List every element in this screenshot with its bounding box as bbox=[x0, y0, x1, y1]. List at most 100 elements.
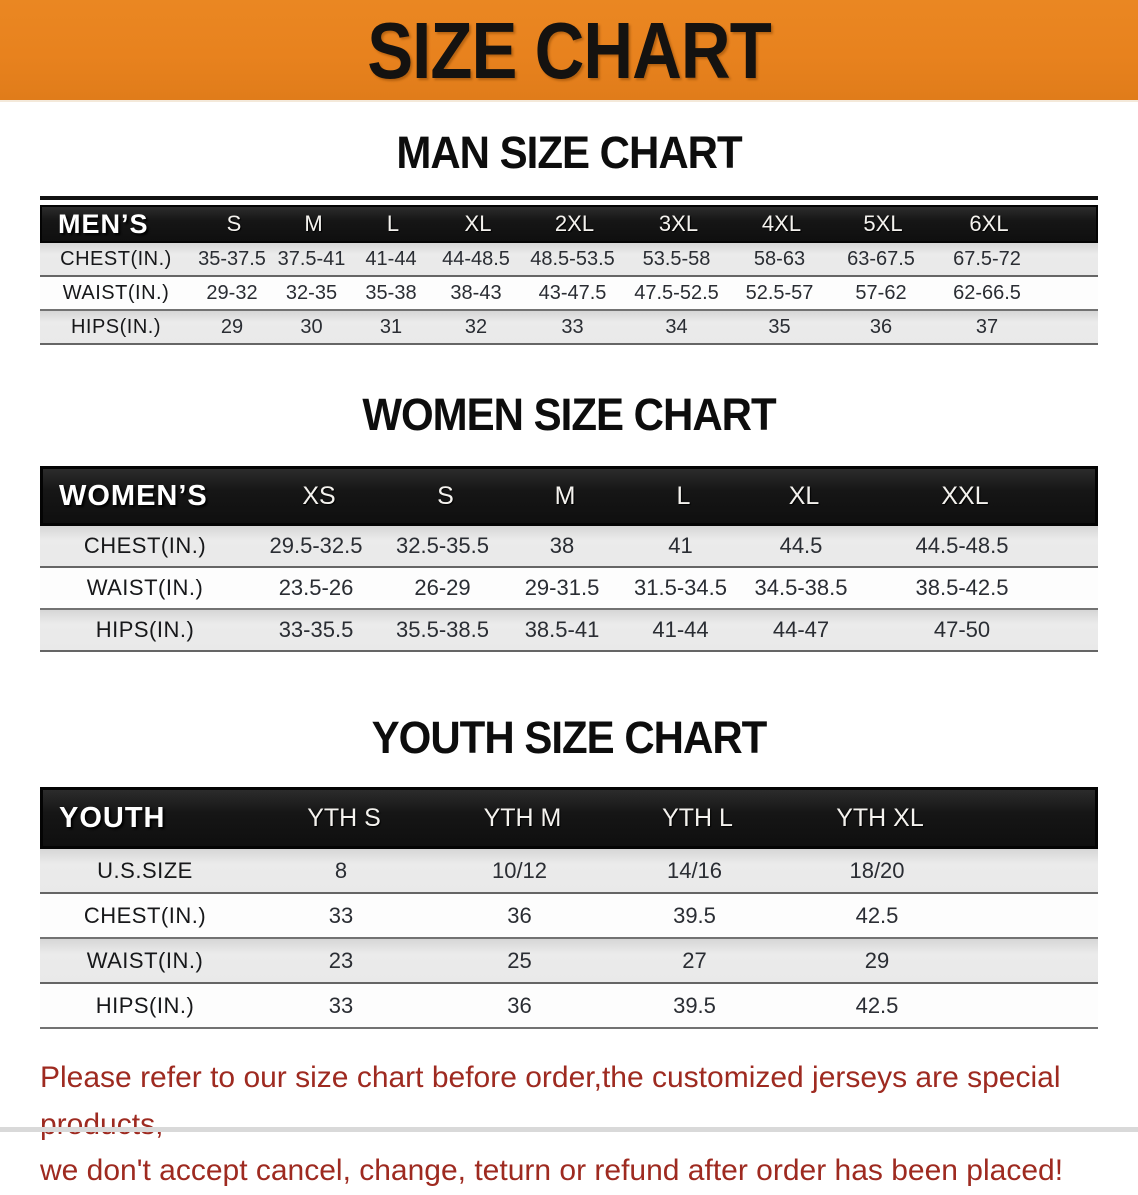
table-cell: 39.5 bbox=[673, 992, 716, 1018]
table-cell: 47.5-52.5 bbox=[634, 281, 719, 304]
column-header: S bbox=[226, 211, 242, 236]
column-header: YTH S bbox=[307, 803, 381, 832]
page-title: SIZE CHART bbox=[367, 5, 772, 95]
table-cell: 44.5 bbox=[779, 533, 823, 558]
row-label: HIPS(IN.) bbox=[95, 617, 195, 642]
table-cell: 32-35 bbox=[285, 281, 338, 304]
women-corner-label: WOMEN’S bbox=[59, 479, 208, 512]
table-cell: 58-63 bbox=[753, 247, 806, 270]
women-size-table: WOMEN’S XS S M L XL XXL CHEST(IN.) 29.5-… bbox=[40, 466, 1098, 652]
table-cell: 37.5-41 bbox=[277, 247, 346, 270]
column-header: 5XL bbox=[863, 211, 903, 236]
column-header: 6XL bbox=[969, 211, 1009, 236]
table-cell: 37 bbox=[975, 315, 999, 338]
table-row-waist: WAIST(IN.) 23.5-26 26-29 29-31.5 31.5-34… bbox=[40, 568, 1098, 610]
men-table-header-row: MEN’S S M L XL 2XL 3XL 4XL 5XL 6XL bbox=[40, 205, 1098, 243]
table-row-waist: WAIST(IN.) 29-32 32-35 35-38 38-43 43-47… bbox=[40, 277, 1098, 311]
table-cell: 29-32 bbox=[206, 281, 258, 304]
table-cell: 42.5 bbox=[855, 992, 899, 1018]
youth-section-heading: YOUTH SIZE CHART bbox=[371, 712, 768, 763]
bottom-edge-strip bbox=[0, 1127, 1138, 1132]
column-header: S bbox=[437, 481, 454, 510]
title-banner: SIZE CHART bbox=[0, 0, 1138, 102]
row-label: CHEST(IN.) bbox=[83, 533, 207, 558]
table-cell: 44.5-48.5 bbox=[915, 533, 1009, 558]
row-label: U.S.SIZE bbox=[97, 857, 193, 883]
men-size-table: MEN’S S M L XL 2XL 3XL 4XL 5XL 6XL CHEST… bbox=[40, 196, 1098, 345]
column-header: L bbox=[386, 211, 400, 236]
table-cell: 33-35.5 bbox=[278, 617, 354, 642]
column-header: XS bbox=[302, 481, 336, 510]
row-label: WAIST(IN.) bbox=[86, 947, 204, 973]
row-label: WAIST(IN.) bbox=[86, 575, 204, 600]
table-row-hips: HIPS(IN.) 33-35.5 35.5-38.5 38.5-41 41-4… bbox=[40, 610, 1098, 652]
table-cell: 29 bbox=[220, 315, 244, 338]
women-table-header-row: WOMEN’S XS S M L XL XXL bbox=[40, 466, 1098, 526]
table-cell: 57-62 bbox=[855, 281, 907, 304]
table-cell: 29-31.5 bbox=[524, 575, 600, 600]
table-cell: 43-47.5 bbox=[538, 281, 607, 304]
table-top-rule bbox=[40, 196, 1098, 200]
table-cell: 38.5-41 bbox=[524, 617, 600, 642]
table-row-chest: CHEST(IN.) 35-37.5 37.5-41 41-44 44-48.5… bbox=[40, 243, 1098, 277]
column-header: L bbox=[676, 481, 691, 510]
table-cell: 31.5-34.5 bbox=[634, 575, 727, 600]
disclaimer-line-2: we don't accept cancel, change, teturn o… bbox=[40, 1154, 1064, 1187]
table-cell: 62-66.5 bbox=[953, 281, 1021, 304]
table-cell: 36 bbox=[869, 315, 893, 338]
table-cell: 32.5-35.5 bbox=[396, 533, 489, 558]
table-cell: 30 bbox=[300, 315, 323, 338]
table-cell: 39.5 bbox=[673, 902, 716, 928]
column-header: M bbox=[554, 481, 576, 510]
table-row-us-size: U.S.SIZE 8 10/12 14/16 18/20 bbox=[40, 849, 1098, 894]
table-cell: 47-50 bbox=[933, 617, 991, 642]
table-cell: 26-29 bbox=[414, 575, 471, 600]
table-cell: 35-38 bbox=[365, 281, 417, 304]
table-cell: 36 bbox=[507, 992, 532, 1018]
table-cell: 33 bbox=[328, 902, 354, 928]
row-label: CHEST(IN.) bbox=[83, 902, 207, 928]
column-header: 2XL bbox=[554, 211, 595, 236]
column-header: 3XL bbox=[658, 211, 699, 236]
table-row-hips: HIPS(IN.) 29 30 31 32 33 34 35 36 37 bbox=[40, 311, 1098, 345]
table-cell: 31 bbox=[379, 315, 403, 338]
table-cell: 44-47 bbox=[772, 617, 830, 642]
men-section-heading: MAN SIZE CHART bbox=[396, 127, 742, 178]
table-cell: 34.5-38.5 bbox=[754, 575, 848, 600]
table-cell: 33 bbox=[328, 992, 354, 1018]
table-cell: 38 bbox=[549, 533, 575, 558]
disclaimer-line-1: Please refer to our size chart before or… bbox=[40, 1061, 1061, 1141]
table-cell: 29 bbox=[864, 947, 890, 973]
column-header: M bbox=[304, 211, 323, 236]
row-label: HIPS(IN.) bbox=[95, 992, 195, 1018]
table-cell: 42.5 bbox=[855, 902, 899, 928]
table-cell: 18/20 bbox=[849, 857, 905, 883]
table-row-hips: HIPS(IN.) 33 36 39.5 42.5 bbox=[40, 984, 1098, 1029]
column-header: 4XL bbox=[761, 211, 802, 236]
column-header: XL bbox=[464, 211, 492, 236]
youth-size-table: YOUTH YTH S YTH M YTH L YTH XL U.S.SIZE … bbox=[40, 787, 1098, 1029]
table-cell: 41-44 bbox=[652, 617, 709, 642]
table-cell: 27 bbox=[682, 947, 707, 973]
table-cell: 44-48.5 bbox=[442, 247, 510, 270]
table-cell: 38.5-42.5 bbox=[915, 575, 1009, 600]
row-label: CHEST(IN.) bbox=[60, 247, 172, 270]
table-cell: 35 bbox=[768, 315, 791, 338]
table-cell: 8 bbox=[334, 857, 348, 883]
table-cell: 48.5-53.5 bbox=[530, 247, 615, 270]
table-cell: 14/16 bbox=[666, 857, 723, 883]
table-cell: 41 bbox=[668, 533, 693, 558]
women-section-heading: WOMEN SIZE CHART bbox=[362, 389, 776, 440]
table-cell: 23 bbox=[328, 947, 354, 973]
column-header: YTH M bbox=[483, 803, 562, 832]
column-header: YTH XL bbox=[836, 803, 924, 832]
table-cell: 29.5-32.5 bbox=[269, 533, 363, 558]
table-cell: 10/12 bbox=[491, 857, 548, 883]
table-cell: 53.5-58 bbox=[642, 247, 711, 270]
men-corner-label: MEN’S bbox=[58, 208, 149, 239]
youth-table-header-row: YOUTH YTH S YTH M YTH L YTH XL bbox=[40, 787, 1098, 849]
table-cell: 67.5-72 bbox=[953, 247, 1021, 270]
table-cell: 23.5-26 bbox=[278, 575, 354, 600]
row-label: WAIST(IN.) bbox=[62, 281, 170, 304]
table-cell: 38-43 bbox=[450, 281, 502, 304]
